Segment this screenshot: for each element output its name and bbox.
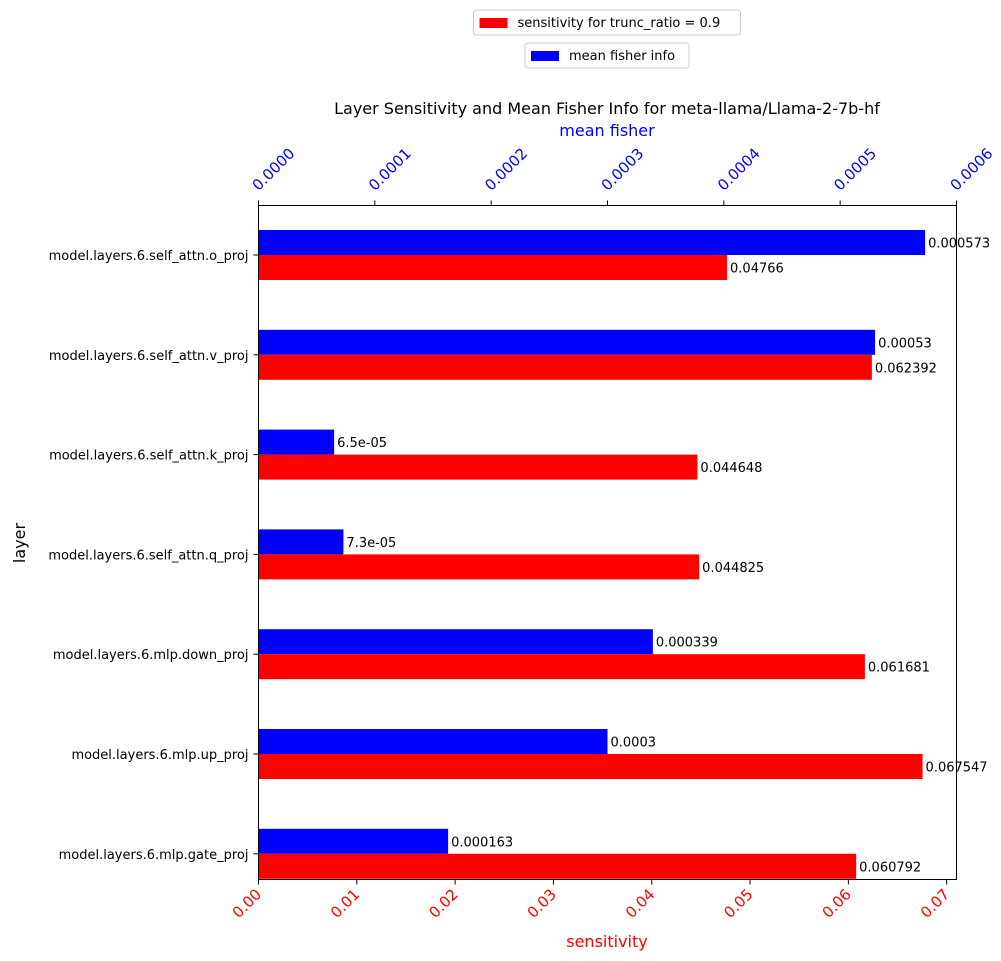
x-top-tick-label: 0.0006: [947, 144, 997, 194]
bar-mean-fisher: [258, 529, 344, 555]
data-label-sensitivity: 0.061681: [868, 661, 930, 676]
data-label-mean-fisher: 0.0003: [611, 736, 657, 751]
x-top-tick-label: 0.0001: [365, 144, 415, 194]
x-bottom-tick-label: 0.07: [917, 885, 953, 921]
legend-box: [524, 42, 690, 69]
y-tick-label: model.layers.6.self_attn.o_proj: [49, 249, 249, 264]
data-label-mean-fisher: 0.00053: [878, 336, 932, 351]
bar-mean-fisher: [258, 629, 653, 655]
legend-swatch: [531, 51, 559, 61]
data-label-mean-fisher: 0.000573: [928, 237, 990, 252]
legend-box: [473, 9, 741, 36]
plot-frame: [258, 205, 957, 880]
bar-mean-fisher: [258, 230, 926, 255]
bar-sensitivity: [258, 255, 728, 280]
legend-mean-fisher: mean fisher info: [524, 42, 690, 69]
x-top-tick-label: 0.0000: [249, 144, 299, 194]
x-top-tick-label: 0.0002: [481, 144, 531, 194]
bar-mean-fisher: [258, 828, 449, 854]
bar-mean-fisher: [258, 329, 876, 355]
x-top-tick-label: 0.0005: [830, 144, 880, 194]
x-bottom-tick-label: 0.06: [819, 885, 855, 921]
bar-sensitivity: [258, 853, 857, 879]
data-label-sensitivity: 0.044648: [700, 461, 762, 476]
bar-sensitivity: [258, 754, 923, 779]
legend-label: sensitivity for trunc_ratio = 0.9: [518, 16, 721, 31]
x-bottom-tick-label: 0.00: [229, 885, 265, 921]
bar-sensitivity: [258, 454, 698, 480]
bar-sensitivity: [258, 554, 700, 580]
y-tick-label: model.layers.6.self_attn.q_proj: [48, 548, 248, 563]
y-tick-label: model.layers.6.self_attn.v_proj: [49, 349, 249, 364]
x-top-axis-title: mean fisher: [559, 121, 655, 140]
x-top-tick-label: 0.0003: [598, 144, 648, 194]
chart-title: Layer Sensitivity and Mean Fisher Info f…: [334, 99, 880, 118]
bar-mean-fisher: [258, 729, 608, 754]
data-label-sensitivity: 0.062392: [875, 361, 937, 376]
x-bottom-tick-label: 0.02: [425, 885, 461, 921]
x-bottom-axis-title: sensitivity: [566, 932, 647, 951]
y-tick-label: model.layers.6.mlp.gate_proj: [59, 848, 249, 863]
data-label-mean-fisher: 0.000339: [656, 636, 718, 651]
data-label-mean-fisher: 7.3e-05: [346, 536, 396, 551]
data-label-sensitivity: 0.060792: [859, 860, 921, 875]
data-label-sensitivity: 0.044825: [702, 561, 764, 576]
data-label-mean-fisher: 0.000163: [451, 835, 513, 850]
y-tick-label: model.layers.6.mlp.up_proj: [71, 748, 248, 763]
data-label-mean-fisher: 6.5e-05: [337, 436, 387, 451]
y-axis-title: layer: [10, 523, 29, 564]
bar-sensitivity: [258, 654, 865, 680]
x-bottom-tick-label: 0.05: [720, 885, 756, 921]
data-label-sensitivity: 0.04766: [730, 262, 784, 277]
x-top-tick-label: 0.0004: [714, 144, 764, 194]
x-bottom-tick-label: 0.01: [327, 885, 363, 921]
legend-swatch: [479, 18, 508, 28]
y-tick-label: model.layers.6.mlp.down_proj: [53, 648, 249, 663]
bar-sensitivity: [258, 354, 872, 380]
legend-label: mean fisher info: [569, 49, 675, 64]
x-bottom-tick-label: 0.03: [524, 885, 560, 921]
bar-mean-fisher: [258, 429, 335, 455]
x-bottom-tick-label: 0.04: [622, 885, 658, 921]
y-tick-label: model.layers.6.self_attn.k_proj: [49, 449, 248, 464]
legend-sensitivity: sensitivity for trunc_ratio = 0.9: [473, 9, 741, 36]
